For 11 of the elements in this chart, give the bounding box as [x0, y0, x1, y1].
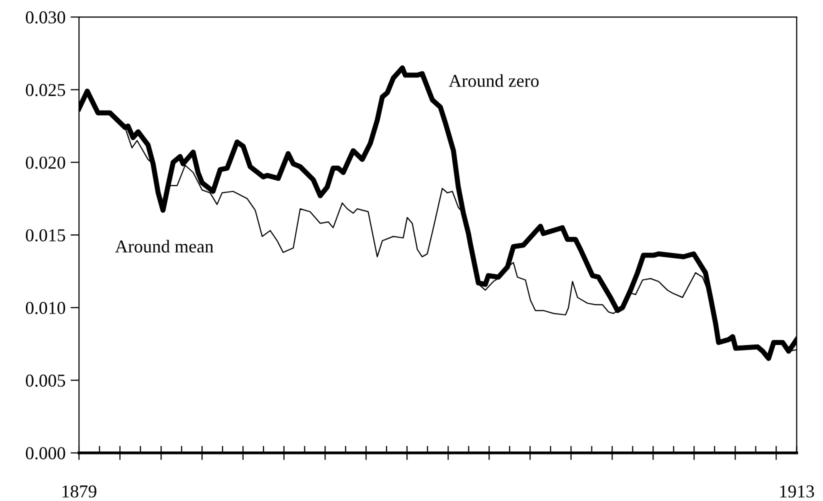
y-tick-label: 0.030: [26, 11, 66, 24]
x-tick-label: 1879: [62, 485, 96, 498]
y-tick-label: 0.025: [26, 84, 66, 96]
series-label: Around zero: [448, 74, 539, 87]
series-label: Around mean: [115, 240, 214, 253]
x-tick-label: 1913: [780, 485, 814, 498]
y-tick-label: 0.015: [26, 229, 66, 242]
y-tick-label: 0.010: [26, 302, 66, 314]
y-tick-label: 0.000: [26, 447, 66, 460]
y-tick-label: 0.005: [26, 374, 66, 387]
y-tick-label: 0.020: [26, 156, 66, 169]
